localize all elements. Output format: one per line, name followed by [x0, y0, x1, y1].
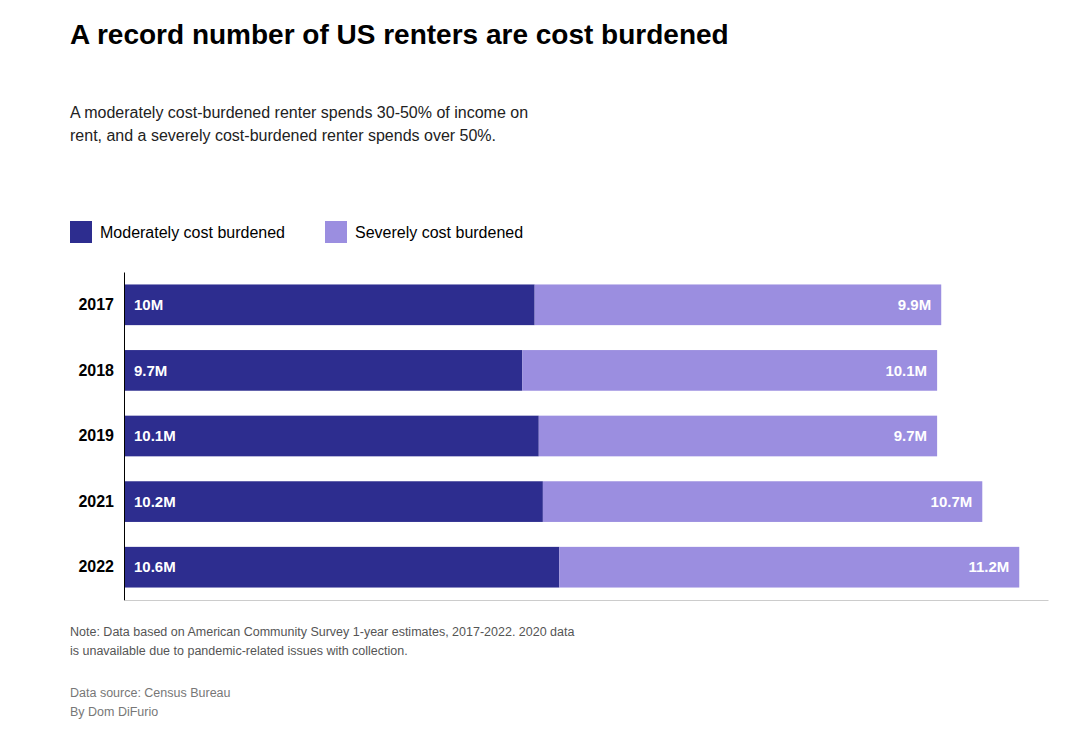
data-label: 10.1M [134, 427, 176, 444]
data-labels: 10M 9.7M 10.1M 10.2M 10.6M 9.9M 10.1M 9.7M 10.7M… [134, 296, 1009, 575]
subtitle: A moderately cost-burdened renter spends… [70, 104, 528, 144]
legend-swatch [70, 221, 92, 243]
y-tick: 2021 [78, 493, 114, 510]
data-label: 9.7M [894, 427, 927, 444]
legend-entry: Severely cost burdened [355, 224, 523, 241]
plot: 10M 9.7M 10.1M 10.2M 10.6M 9.9M 10.1M 9.7M 10.7M… [78, 273, 1048, 601]
bar [559, 547, 1019, 588]
bar [124, 481, 543, 522]
text-line: Data source: Census Bureau [70, 686, 231, 700]
legend-entry: Moderately cost burdened [100, 224, 285, 241]
x-axis-line [125, 600, 1049, 601]
y-axis: 2017 2018 2019 2021 2022 [78, 273, 124, 601]
bar [543, 481, 982, 522]
bar [124, 284, 535, 325]
bar [124, 547, 559, 588]
title: A record number of US renters are cost b… [70, 19, 729, 50]
background [0, 0, 1080, 738]
data-label: 10.7M [931, 493, 973, 510]
data-label: 10.1M [885, 362, 927, 379]
text-line: Note: Data based on American Community S… [70, 625, 574, 639]
annotation: Note: Data based on American Community S… [70, 625, 574, 658]
y-tick-label: 2017 [78, 296, 114, 313]
y-tick: 2017 [78, 296, 114, 313]
y-tick-label: 2019 [78, 427, 114, 444]
annotation: Data source: Census Bureau By Dom DiFurio [70, 686, 231, 719]
bars [124, 284, 1019, 587]
data-label: 10M [134, 296, 163, 313]
y-tick-label: 2018 [78, 362, 114, 379]
y-tick: 2018 [78, 362, 114, 379]
data-label: 10.6M [134, 558, 176, 575]
data-label: 9.9M [898, 296, 931, 313]
data-label: 11.2M [968, 558, 1009, 575]
y-tick: 2019 [78, 427, 114, 444]
x-axis [125, 600, 1049, 601]
chart: A record number of US renters are cost b… [0, 0, 1080, 738]
bar [535, 284, 942, 325]
y-axis-line [124, 273, 125, 601]
legend: Moderately cost burdened Severely cost bu… [70, 221, 523, 243]
data-label: 10.2M [134, 493, 176, 510]
data-label: 9.7M [134, 362, 167, 379]
bar [539, 416, 937, 457]
y-tick-label: 2022 [78, 558, 114, 575]
bar [124, 416, 539, 457]
y-tick: 2022 [78, 558, 114, 575]
text-line: By Dom DiFurio [70, 705, 158, 719]
text-line: is unavailable due to pandemic-related i… [70, 644, 408, 658]
text-line: rent, and a severely cost-burdened rente… [70, 127, 496, 144]
text-line: A moderately cost-burdened renter spends… [70, 104, 528, 121]
legend-swatch [325, 221, 347, 243]
bar [522, 350, 937, 391]
bar [124, 350, 522, 391]
y-tick-label: 2021 [78, 493, 114, 510]
